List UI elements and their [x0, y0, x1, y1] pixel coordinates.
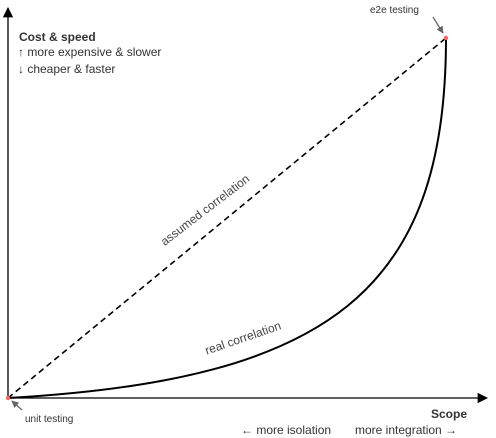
assumed-correlation-line	[7, 37, 447, 399]
x-axis-title: Scope	[431, 407, 468, 421]
unit-testing-callout-arrow	[11, 400, 23, 411]
unit-testing-label: unit testing	[25, 414, 74, 425]
real-correlation-curve	[7, 37, 447, 399]
y-axis-title: Cost & speed	[19, 30, 96, 44]
e2e-testing-point	[443, 35, 449, 41]
e2e-testing-label: e2e testing	[370, 5, 419, 16]
x-axis-more-label: more integration →	[355, 423, 458, 437]
e2e-testing-callout-arrow	[432, 16, 444, 34]
unit-testing-point	[5, 395, 11, 401]
y-axis-less-label: ↓ cheaper & faster	[18, 62, 116, 76]
x-axis-less-label: ← more isolation	[241, 423, 332, 437]
y-axis-more-label: ↑ more expensive & slower	[18, 45, 162, 59]
